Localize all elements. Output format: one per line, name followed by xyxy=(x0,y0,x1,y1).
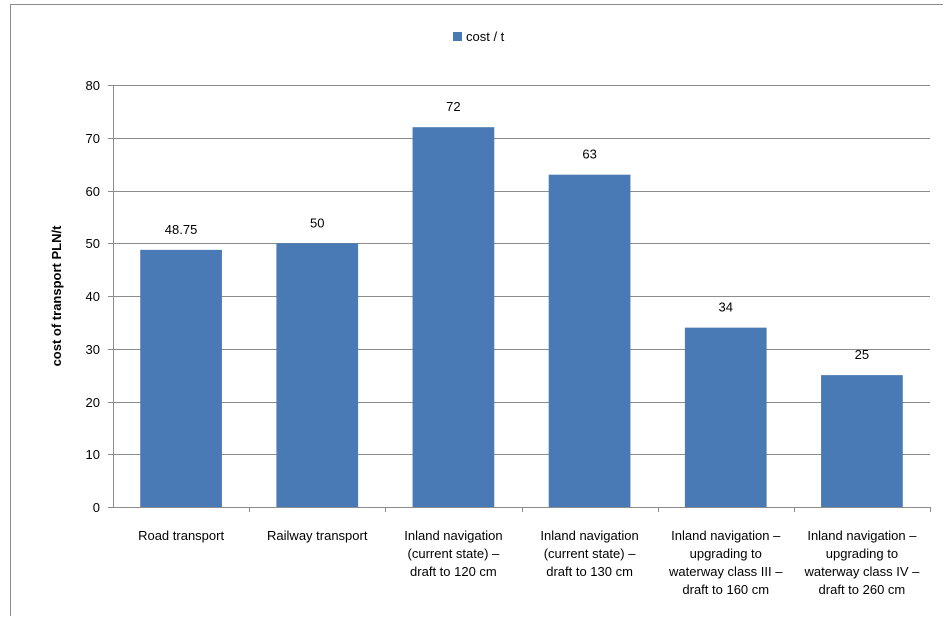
y-tick-label: 20 xyxy=(86,395,100,410)
y-tick-label: 0 xyxy=(93,500,100,515)
y-tick-labels: 0 10 20 30 40 50 60 70 80 xyxy=(86,78,100,515)
data-label: 48.75 xyxy=(165,222,198,237)
data-label: 34 xyxy=(719,300,733,315)
y-tick-label: 10 xyxy=(86,447,100,462)
bars xyxy=(140,127,903,508)
bar xyxy=(140,249,222,507)
x-category-label: Road transport xyxy=(138,528,224,543)
legend: cost / t xyxy=(453,29,505,44)
y-axis-title: cost of transport PLN/t xyxy=(49,225,64,367)
bar xyxy=(548,174,631,508)
y-tick-label: 50 xyxy=(86,236,100,251)
data-label: 72 xyxy=(446,99,460,114)
chart-frame xyxy=(10,4,943,616)
x-category-label: Inland navigation (current state) – draft … xyxy=(404,528,502,579)
y-tick-label: 80 xyxy=(86,78,100,93)
bar xyxy=(276,243,359,507)
y-tick-label: 40 xyxy=(86,289,100,304)
bar xyxy=(684,327,767,507)
data-label: 25 xyxy=(855,347,869,362)
gridlines xyxy=(108,85,930,508)
axes xyxy=(113,85,931,512)
x-category-label: Railway transport xyxy=(267,528,368,543)
bar xyxy=(821,375,903,507)
y-tick-label: 60 xyxy=(86,184,100,199)
x-category-label: Inland navigation (current state) – draft … xyxy=(540,528,638,579)
data-label: 63 xyxy=(582,147,596,162)
legend-label: cost / t xyxy=(466,29,505,44)
y-tick-label: 30 xyxy=(86,342,100,357)
x-category-label: Inland navigation – upgrading to waterway … xyxy=(803,528,920,597)
data-label: 50 xyxy=(310,215,324,230)
legend-swatch xyxy=(453,32,462,41)
data-labels: 48.75 50 72 63 34 25 xyxy=(165,99,869,362)
y-tick-label: 70 xyxy=(86,131,100,146)
bar xyxy=(412,127,495,507)
x-category-label: Inland navigation – upgrading to waterway … xyxy=(668,528,783,597)
x-category-labels: Road transport Railway transport Inland na… xyxy=(138,528,920,597)
